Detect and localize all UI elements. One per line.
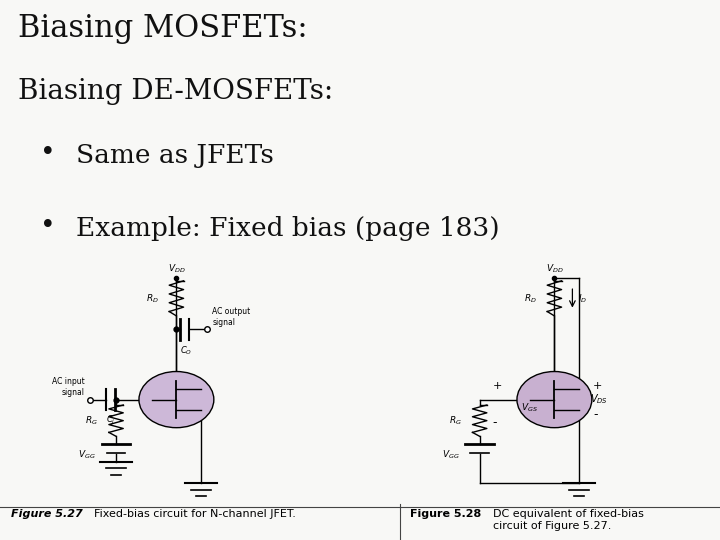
Text: Same as JFETs: Same as JFETs — [76, 143, 274, 168]
Text: +: + — [492, 381, 502, 391]
Text: Biasing MOSFETs:: Biasing MOSFETs: — [18, 14, 307, 44]
Text: $C_i$: $C_i$ — [106, 414, 115, 426]
Circle shape — [139, 372, 214, 428]
Text: Biasing DE-MOSFETs:: Biasing DE-MOSFETs: — [18, 78, 333, 105]
Text: $R_D$: $R_D$ — [145, 292, 158, 305]
Text: $V_{GG}$: $V_{GG}$ — [78, 449, 96, 461]
Text: $R_G$: $R_G$ — [449, 414, 462, 427]
Text: AC output
signal: AC output signal — [212, 307, 251, 327]
Text: Example: Fixed bias (page 183): Example: Fixed bias (page 183) — [76, 216, 499, 241]
Text: •: • — [40, 213, 55, 238]
Text: •: • — [40, 140, 55, 165]
Text: DC equivalent of fixed-bias
circuit of Figure 5.27.: DC equivalent of fixed-bias circuit of F… — [493, 509, 644, 531]
Text: $C_O$: $C_O$ — [180, 345, 192, 357]
Text: $I_D$: $I_D$ — [578, 292, 588, 305]
Text: $V_{DD}$: $V_{DD}$ — [168, 263, 185, 275]
Text: $V_{GS}$: $V_{GS}$ — [521, 401, 538, 414]
Text: $V_{DD}$: $V_{DD}$ — [546, 263, 563, 275]
Text: -: - — [593, 408, 598, 421]
Text: Fixed-bias circuit for N-channel JFET.: Fixed-bias circuit for N-channel JFET. — [94, 509, 295, 519]
Text: -: - — [492, 416, 497, 429]
Text: $V_{GG}$: $V_{GG}$ — [442, 449, 459, 461]
Text: $R_G$: $R_G$ — [85, 414, 98, 427]
Text: +: + — [593, 381, 603, 391]
Circle shape — [517, 372, 592, 428]
Text: $V_{DS}$: $V_{DS}$ — [590, 393, 608, 407]
Text: Figure 5.27: Figure 5.27 — [11, 509, 83, 519]
Text: Figure 5.28: Figure 5.28 — [410, 509, 482, 519]
Text: AC input
signal: AC input signal — [52, 377, 84, 397]
Text: $R_D$: $R_D$ — [523, 292, 536, 305]
